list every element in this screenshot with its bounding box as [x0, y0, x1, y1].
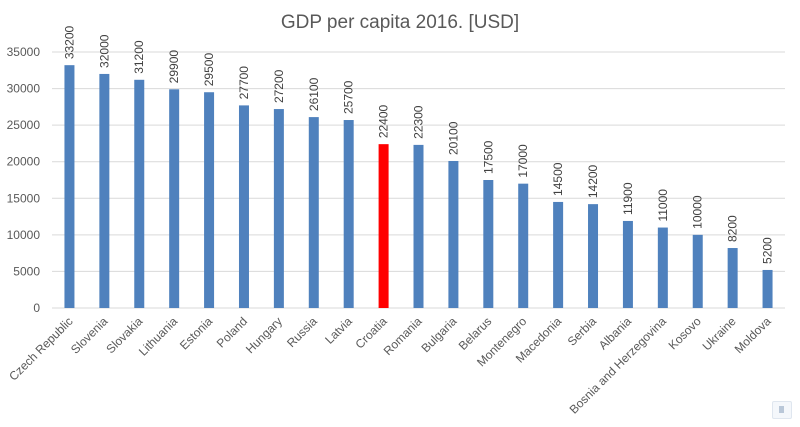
bar-russia [308, 117, 319, 309]
x-tick-label: Moldova [732, 314, 774, 356]
data-label: 11900 [621, 182, 635, 215]
data-label: 17500 [481, 140, 495, 174]
bar-slovenia [99, 73, 110, 308]
x-tick-label: Estonia [177, 314, 215, 352]
bar-bosnia-and-herzegovina [657, 227, 668, 308]
y-tick-label: 20000 [7, 155, 41, 169]
x-tick-label: Slovenia [68, 314, 111, 357]
y-tick-label: 25000 [7, 118, 41, 132]
x-tick-label: Kosovo [666, 314, 704, 352]
data-label: 5200 [761, 237, 775, 264]
data-labels: 33200 32000 31200 29900 29500 27700 27200 26100… [62, 25, 774, 263]
bar-slovakia [134, 79, 145, 309]
data-label: 29900 [167, 50, 181, 84]
data-label: 26100 [307, 77, 321, 111]
y-tick-label: 0 [33, 301, 40, 315]
bar-poland [238, 105, 249, 308]
x-tick-label: Serbia [565, 314, 600, 349]
data-label: 17000 [516, 144, 530, 178]
bars [64, 65, 773, 309]
chart-title: GDP per capita 2016. [USD] [281, 12, 519, 33]
data-label: 32000 [97, 34, 111, 68]
x-tick-label: Bulgaria [418, 314, 459, 355]
x-axis-ticks: Czech RepublicSloveniaSlovakiaLithuaniaE… [6, 314, 774, 417]
y-tick-label: 5000 [13, 264, 40, 278]
x-tick-label: Lithuania [136, 314, 181, 359]
bar-kosovo [692, 234, 703, 308]
bar-lithuania [169, 89, 180, 308]
corner-scroll-icon[interactable] [772, 401, 792, 419]
x-tick-label: Romania [381, 314, 425, 358]
bar-macedonia [553, 201, 564, 308]
bar-moldova [762, 269, 773, 308]
bar-albania [622, 220, 633, 308]
bar-czech-republic [64, 65, 75, 308]
data-label: 27200 [272, 69, 286, 103]
data-label: 22300 [412, 105, 426, 139]
data-label: 27700 [237, 66, 251, 100]
data-label: 8200 [726, 215, 740, 242]
x-tick-label: Czech Republic [6, 314, 75, 383]
data-label: 22400 [377, 104, 391, 138]
x-tick-label: Russia [284, 314, 320, 350]
bar-serbia [588, 204, 599, 308]
data-label: 10000 [691, 195, 705, 229]
y-tick-label: 15000 [7, 191, 41, 205]
bar-ukraine [727, 248, 738, 308]
bar-estonia [204, 92, 215, 308]
data-label: 14200 [586, 164, 600, 198]
data-label: 20100 [446, 121, 460, 155]
x-tick-label: Latvia [322, 314, 355, 347]
data-label: 14500 [551, 162, 565, 196]
bar-latvia [343, 120, 354, 308]
y-axis-ticks: 0 5000 10000 15000 20000 25000 30000 35000 [7, 45, 41, 315]
data-label: 33200 [62, 25, 76, 59]
y-tick-label: 30000 [7, 82, 41, 96]
bar-montenegro [518, 183, 529, 308]
y-tick-label: 10000 [7, 228, 41, 242]
bar-bulgaria [448, 160, 459, 308]
data-label: 29500 [202, 53, 216, 87]
bar-romania [413, 144, 424, 308]
bar-hungary [273, 109, 284, 309]
data-label: 31200 [132, 40, 146, 74]
x-tick-label: Hungary [243, 314, 285, 356]
bar-croatia [378, 144, 389, 308]
bar-belarus [483, 180, 494, 308]
y-tick-label: 35000 [7, 45, 41, 59]
data-label: 11000 [656, 189, 670, 222]
data-label: 25700 [342, 80, 356, 114]
